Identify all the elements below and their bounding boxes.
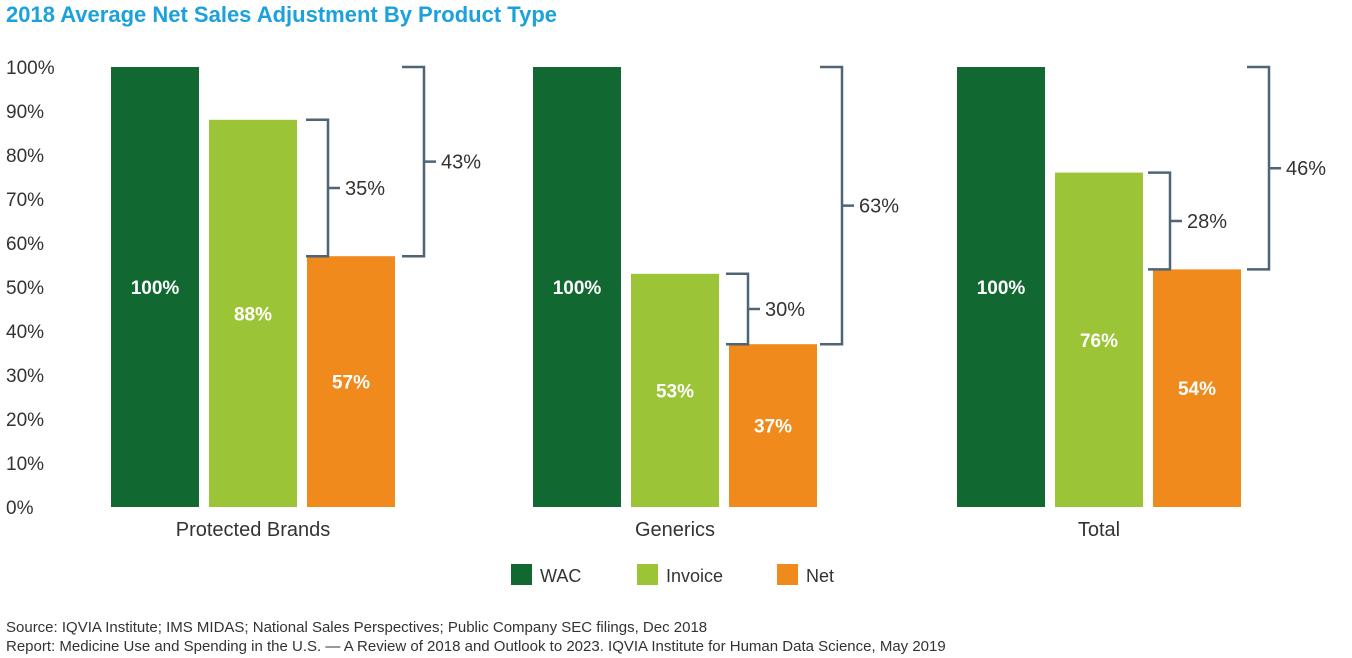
bar-value-label: 88% bbox=[234, 304, 272, 325]
bracket bbox=[726, 272, 760, 346]
y-tick-label: 100% bbox=[6, 58, 55, 79]
legend: WAC Invoice Net bbox=[511, 564, 834, 586]
category-label: Generics bbox=[635, 519, 715, 541]
bar-value-label: 100% bbox=[131, 278, 180, 299]
legend-swatch bbox=[637, 564, 658, 585]
bracket-label: 46% bbox=[1286, 158, 1326, 180]
bracket-label: 43% bbox=[441, 152, 481, 174]
legend-swatch bbox=[777, 564, 798, 585]
y-tick-label: 40% bbox=[6, 322, 44, 343]
bar-net bbox=[729, 344, 817, 507]
bar-wac bbox=[957, 67, 1045, 507]
bracket bbox=[820, 65, 854, 346]
category-label: Protected Brands bbox=[176, 519, 331, 541]
bar-value-label: 100% bbox=[977, 278, 1026, 299]
bar-value-label: 54% bbox=[1178, 379, 1216, 400]
legend-label: Net bbox=[806, 566, 834, 586]
bar-wac bbox=[111, 67, 199, 507]
chart-title: 2018 Average Net Sales Adjustment By Pro… bbox=[6, 2, 557, 27]
bar-value-label: 76% bbox=[1080, 331, 1118, 352]
y-tick-label: 0% bbox=[6, 498, 34, 519]
bracket bbox=[402, 65, 436, 258]
bar-value-label: 100% bbox=[553, 278, 602, 299]
legend-label: Invoice bbox=[666, 566, 723, 586]
legend-swatch bbox=[511, 564, 532, 585]
bars: 100% 88% 57% 100% 53% 37% 100% 76% 54% bbox=[111, 67, 1241, 508]
y-tick-label: 10% bbox=[6, 454, 44, 475]
brackets: 35% 43% 30% 63% 28% 46% bbox=[306, 65, 1326, 346]
bracket-label: 28% bbox=[1187, 211, 1227, 233]
y-tick-label: 30% bbox=[6, 366, 44, 387]
bracket-label: 30% bbox=[765, 299, 805, 321]
bracket bbox=[1247, 65, 1281, 271]
bracket-label: 35% bbox=[345, 178, 385, 200]
bar-invoice bbox=[631, 273, 719, 507]
y-tick-label: 90% bbox=[6, 102, 44, 123]
y-tick-label: 50% bbox=[6, 278, 44, 299]
bracket bbox=[306, 118, 340, 258]
category-label: Total bbox=[1078, 519, 1120, 541]
y-tick-label: 80% bbox=[6, 146, 44, 167]
y-tick-label: 20% bbox=[6, 410, 44, 431]
y-axis: 0% 10% 20% 30% 40% 50% 60% 70% 80% 90% 100% bbox=[6, 58, 55, 519]
y-tick-label: 60% bbox=[6, 234, 44, 255]
bar-invoice bbox=[1055, 172, 1143, 507]
source-note: Source: IQVIA Institute; IMS MIDAS; Nati… bbox=[6, 619, 707, 636]
bar-net bbox=[307, 256, 395, 507]
bracket-label: 63% bbox=[859, 196, 899, 218]
y-tick-label: 70% bbox=[6, 190, 44, 211]
category-labels: Protected Brands Generics Total bbox=[176, 519, 1120, 541]
bar-wac bbox=[533, 67, 621, 507]
bar-value-label: 53% bbox=[656, 381, 694, 402]
legend-label: WAC bbox=[540, 566, 581, 586]
bar-value-label: 37% bbox=[754, 417, 792, 438]
bar-net bbox=[1153, 269, 1241, 507]
report-note: Report: Medicine Use and Spending in the… bbox=[6, 638, 946, 655]
bar-invoice bbox=[209, 119, 297, 508]
bar-value-label: 57% bbox=[332, 373, 370, 394]
bracket bbox=[1148, 171, 1182, 271]
